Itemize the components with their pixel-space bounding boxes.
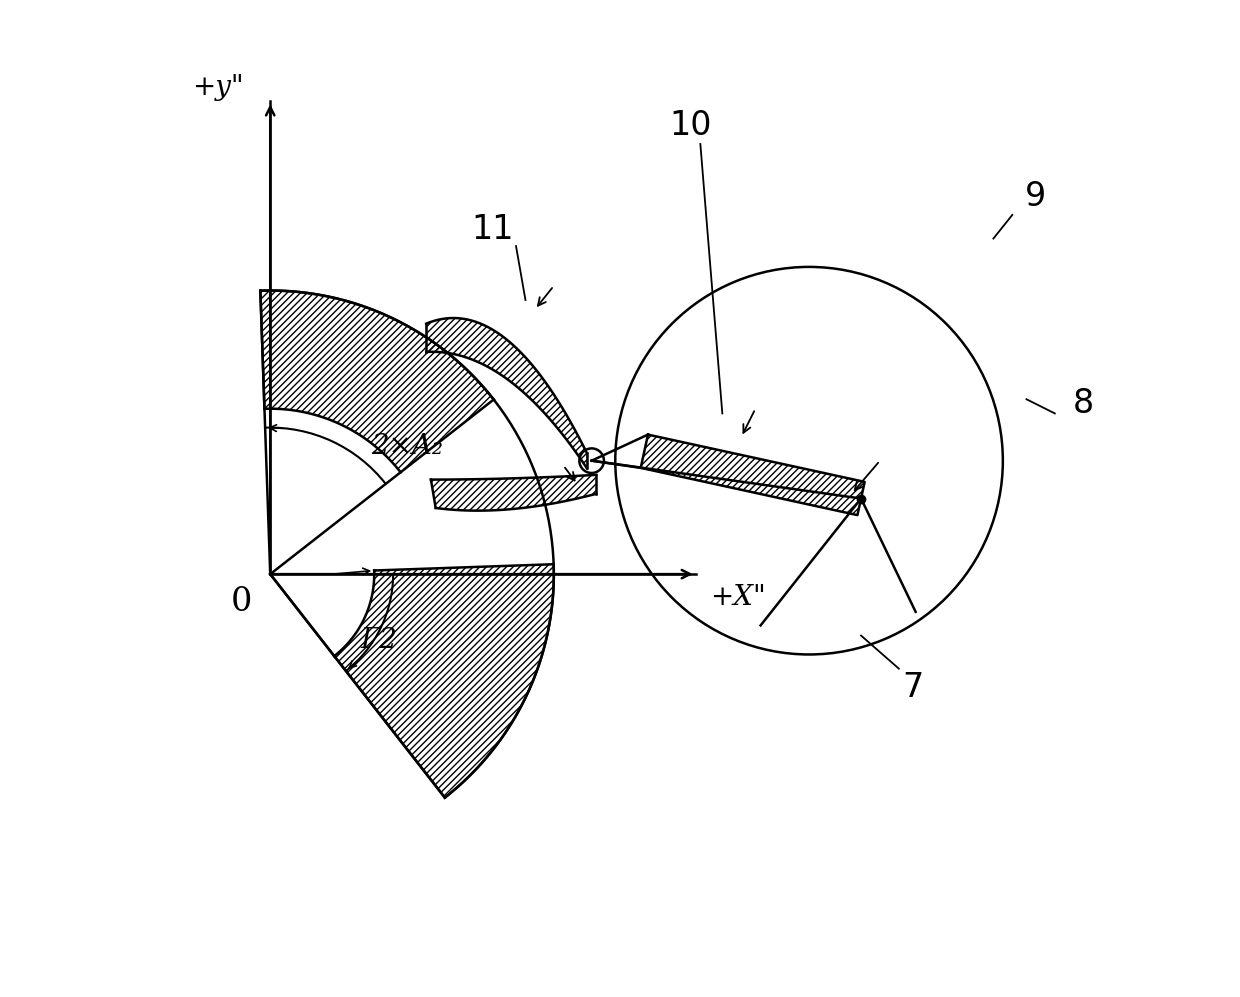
Text: +X": +X" bbox=[709, 584, 765, 611]
Text: 2×A₂: 2×A₂ bbox=[371, 433, 444, 460]
Text: 0: 0 bbox=[231, 586, 253, 618]
Text: 11: 11 bbox=[471, 212, 513, 245]
Text: Γ2: Γ2 bbox=[361, 627, 397, 654]
Text: 10: 10 bbox=[670, 109, 712, 142]
Text: 8: 8 bbox=[1073, 388, 1094, 421]
Text: 9: 9 bbox=[1025, 179, 1047, 212]
Text: +y": +y" bbox=[192, 75, 244, 102]
Text: 7: 7 bbox=[903, 671, 924, 704]
